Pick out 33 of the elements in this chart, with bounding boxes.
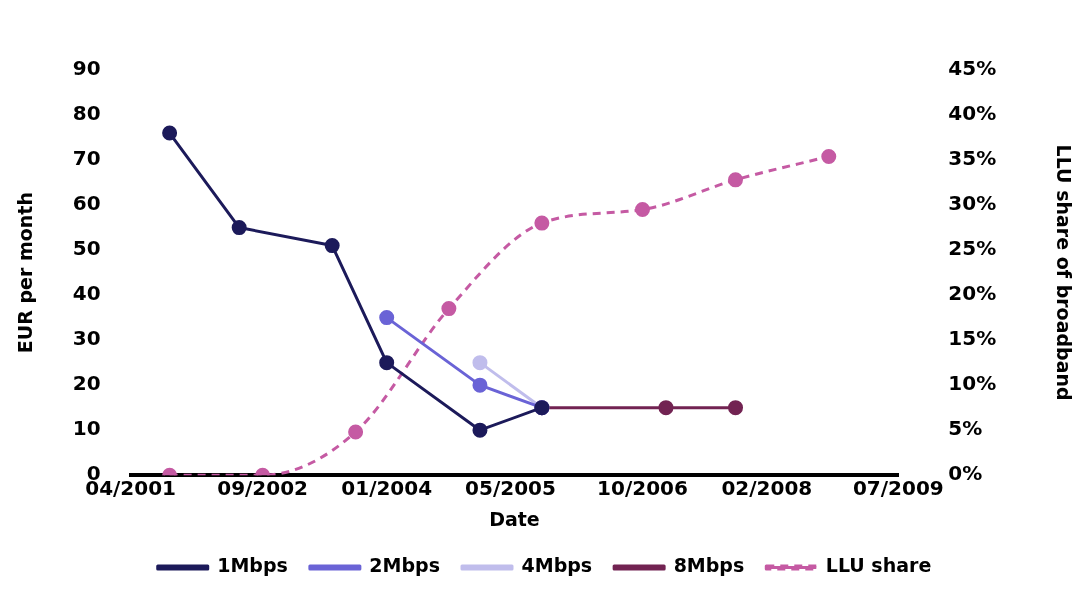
y2-tick-label: 10% <box>948 371 997 396</box>
y-tick-label: 80 <box>72 101 101 126</box>
y-tick-label: 60 <box>72 191 101 216</box>
legend-label: 4Mbps <box>521 554 593 577</box>
y2-tick-label: 15% <box>948 326 997 351</box>
legend-label: 2Mbps <box>369 554 441 577</box>
x-tick-label: 09/2002 <box>217 476 309 501</box>
legend-label: LLU share <box>825 554 932 577</box>
x-tick-label: 05/2005 <box>465 476 556 501</box>
y-tick-label: 90 <box>72 56 101 81</box>
y2-tick-label: 5% <box>948 416 983 441</box>
y-tick-label: 10 <box>72 416 101 441</box>
x-axis-title: Date <box>489 507 540 530</box>
y-tick-label: 40 <box>72 281 101 306</box>
x-tick-label: 01/2004 <box>341 476 433 501</box>
y-tick-label: 30 <box>72 326 101 351</box>
x-tick-label: 07/2009 <box>852 476 944 501</box>
y2-tick-label: 30% <box>948 191 997 216</box>
y-tick-label: 20 <box>72 371 101 396</box>
legend-label: 8Mbps <box>673 554 745 577</box>
y2-tick-label: 45% <box>948 56 997 81</box>
y2-axis-title: LLU share of broadband <box>1052 144 1075 401</box>
y2-tick-label: 40% <box>948 101 997 126</box>
y-axis-title: EUR per month <box>14 192 37 354</box>
y2-tick-label: 0% <box>948 461 983 486</box>
y2-tick-label: 35% <box>948 146 997 171</box>
y2-tick-label: 20% <box>948 281 997 306</box>
y-tick-label: 70 <box>72 146 101 171</box>
y2-tick-label: 25% <box>948 236 997 261</box>
y-tick-label: 50 <box>72 236 101 261</box>
legend-label: 1Mbps <box>217 554 288 577</box>
x-tick-label: 02/2008 <box>721 476 813 501</box>
x-tick-label: 10/2006 <box>597 476 688 501</box>
